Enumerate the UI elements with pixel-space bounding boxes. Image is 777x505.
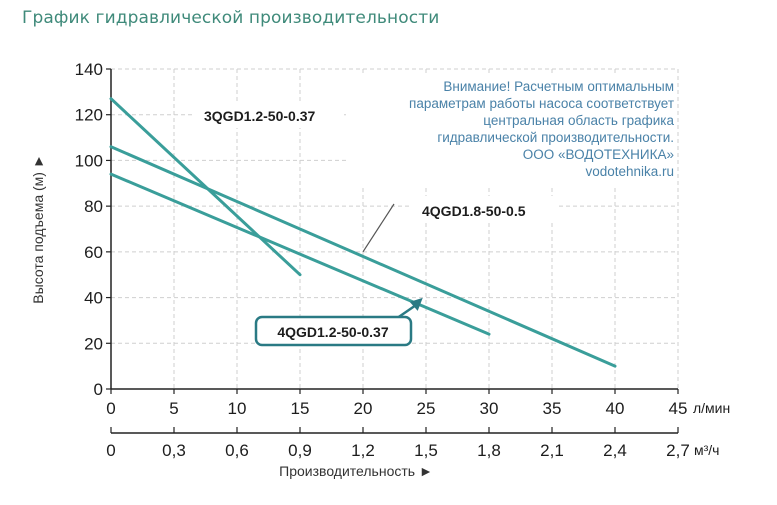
series-label: 4QGD1.2-50-0.37 bbox=[277, 324, 388, 340]
note-line: центральная область графика bbox=[483, 113, 674, 128]
x2-tick-label: 1,8 bbox=[477, 441, 501, 460]
x2-tick-label: 0,3 bbox=[162, 441, 186, 460]
x-tick-label: 40 bbox=[606, 399, 625, 418]
y-tick-label: 140 bbox=[75, 60, 103, 79]
y-tick-label: 40 bbox=[84, 289, 103, 308]
series-line-3 bbox=[109, 172, 491, 336]
series-leader-line bbox=[362, 203, 395, 253]
series-label-bg bbox=[409, 196, 559, 222]
series-label: 4QGD1.8-50-0.5 bbox=[422, 203, 526, 219]
y-axis-title: Высота подъема (м) ► bbox=[30, 154, 46, 303]
x2-tick-label: 1,2 bbox=[351, 441, 375, 460]
series-label-bg bbox=[192, 102, 344, 128]
series-line-2 bbox=[109, 145, 617, 368]
y-tick-label: 80 bbox=[84, 197, 103, 216]
x2-tick-label: 2,7 bbox=[666, 441, 690, 460]
x-tick-label: 30 bbox=[480, 399, 499, 418]
series-label: 3QGD1.2-50-0.37 bbox=[204, 108, 315, 124]
x-tick-label: 35 bbox=[543, 399, 562, 418]
y-tick-label: 100 bbox=[75, 151, 103, 170]
page-title: График гидравлической производительности bbox=[22, 8, 440, 28]
note-line: ООО «ВОДОТЕХНИКА» bbox=[523, 147, 674, 162]
x-tick-label: 10 bbox=[228, 399, 247, 418]
performance-chart: 0 20 40 60 80 100 120 140 0 5 10 15 20 25 30 35 40 45 0 0,3… bbox=[30, 60, 730, 479]
chart-axes bbox=[106, 68, 679, 434]
x-tick-label: 20 bbox=[354, 399, 373, 418]
y-tick-label: 120 bbox=[75, 106, 103, 125]
chart-series bbox=[109, 97, 617, 368]
series-label-highlight-box bbox=[254, 315, 413, 347]
x-tick-label: 0 bbox=[106, 399, 115, 418]
note-line: Внимание! Расчетным оптимальным bbox=[443, 79, 674, 94]
series-arrow-head bbox=[409, 297, 423, 311]
x-tick-label: 25 bbox=[417, 399, 436, 418]
y-tick-label: 60 bbox=[84, 243, 103, 262]
note-line: параметрам работы насоса соответствует bbox=[409, 96, 674, 111]
x2-tick-label: 2,4 bbox=[603, 441, 627, 460]
x2-tick-label: 0,6 bbox=[225, 441, 249, 460]
x-tick-label: 45 bbox=[669, 399, 688, 418]
note-line: vodotehnika.ru bbox=[585, 164, 674, 179]
chart-labels: 0 20 40 60 80 100 120 140 0 5 10 15 20 25 30 35 40 45 0 0,3… bbox=[30, 60, 730, 479]
y-tick-label: 20 bbox=[84, 334, 103, 353]
chart-panel: 0 20 40 60 80 100 120 140 0 5 10 15 20 25 30 35 40 45 0 0,3… bbox=[24, 48, 754, 493]
x2-unit-label: м³/ч bbox=[694, 442, 719, 458]
x-unit-label: л/мин bbox=[693, 400, 730, 416]
x-axis-title: Производительность ► bbox=[279, 463, 433, 479]
x2-tick-label: 1,5 bbox=[414, 441, 438, 460]
note-background bbox=[347, 73, 677, 186]
x2-tick-label: 0,9 bbox=[288, 441, 312, 460]
x2-tick-label: 0 bbox=[106, 441, 115, 460]
y-tick-label: 0 bbox=[94, 380, 103, 399]
note-line: гидравлической производительности. bbox=[437, 130, 674, 145]
x-tick-label: 5 bbox=[169, 399, 178, 418]
x-tick-label: 15 bbox=[291, 399, 310, 418]
x2-tick-label: 2,1 bbox=[540, 441, 564, 460]
